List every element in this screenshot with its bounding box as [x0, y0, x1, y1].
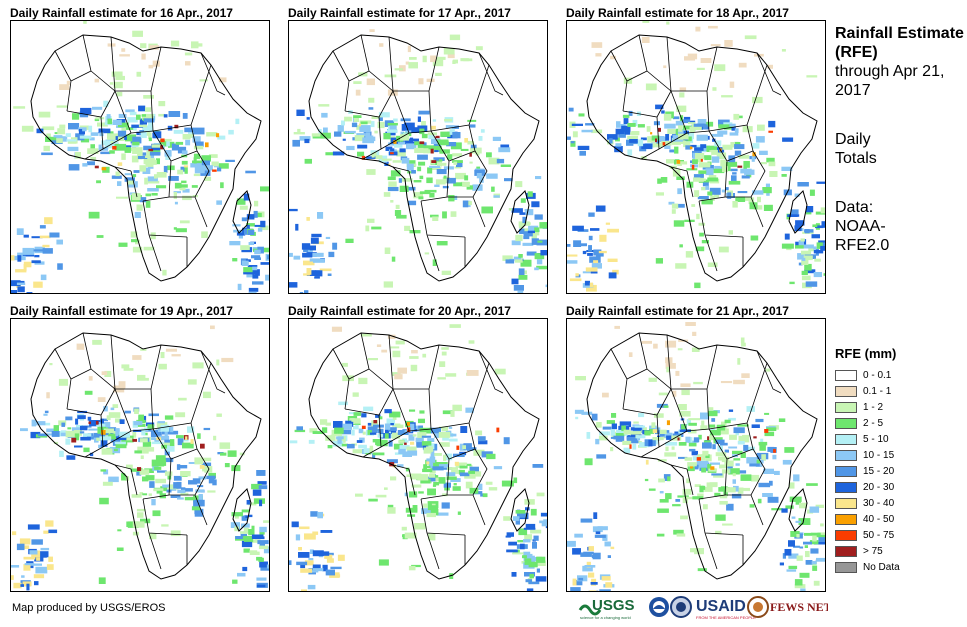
- panel-title: Daily Rainfall estimate for 16 Apr., 201…: [10, 6, 233, 20]
- legend-label: > 75: [863, 546, 883, 557]
- legend-swatch: [835, 466, 857, 477]
- legend-item: 40 - 50: [835, 511, 900, 527]
- legend-swatch: [835, 418, 857, 429]
- dhs-seal-logo: [671, 597, 691, 617]
- legend-item: 10 - 15: [835, 447, 900, 463]
- usaid-tagline: FROM THE AMERICAN PEOPLE: [696, 615, 756, 620]
- legend-item: 0 - 0.1: [835, 367, 900, 383]
- legend-swatch: [835, 402, 857, 413]
- legend-swatch: [835, 450, 857, 461]
- rainfall-map: [10, 20, 270, 294]
- legend-swatch: [835, 514, 857, 525]
- legend-swatch: [835, 562, 857, 573]
- side-title: Rainfall Estimate (RFE): [835, 24, 965, 62]
- legend-swatch: [835, 434, 857, 445]
- rainfall-map: [566, 20, 826, 294]
- side-data-source: Data: NOAA-RFE2.0: [835, 198, 905, 255]
- footer-credit: Map produced by USGS/EROS: [12, 602, 165, 614]
- panel-title: Daily Rainfall estimate for 20 Apr., 201…: [288, 304, 511, 318]
- legend-swatch: [835, 498, 857, 509]
- legend-label: 0.1 - 1: [863, 386, 891, 397]
- legend-item: 1 - 2: [835, 399, 900, 415]
- panel-title: Daily Rainfall estimate for 21 Apr., 201…: [566, 304, 789, 318]
- side-info: Rainfall Estimate (RFE) through Apr 21, …: [835, 24, 965, 255]
- noaa-logo: [649, 597, 669, 617]
- legend-label: 40 - 50: [863, 514, 894, 525]
- legend-item: 50 - 75: [835, 527, 900, 543]
- usgs-logo: USGS science for a changing world: [580, 597, 635, 620]
- legend-label: 15 - 20: [863, 466, 894, 477]
- legend-label: 30 - 40: [863, 498, 894, 509]
- rainfall-map: [10, 318, 270, 592]
- side-totals: Daily Totals: [835, 130, 905, 168]
- legend-swatch: [835, 386, 857, 397]
- legend-label: 20 - 30: [863, 482, 894, 493]
- side-through: through Apr 21, 2017: [835, 62, 965, 100]
- legend-item: 0.1 - 1: [835, 383, 900, 399]
- legend-swatch: [835, 530, 857, 541]
- legend-item: No Data: [835, 559, 900, 575]
- legend-label: 1 - 2: [863, 402, 883, 413]
- rainfall-map: [288, 318, 548, 592]
- usaid-text: USAID: [696, 598, 746, 615]
- legend-label: 5 - 10: [863, 434, 889, 445]
- legend-label: 10 - 15: [863, 450, 894, 461]
- panel-title: Daily Rainfall estimate for 18 Apr., 201…: [566, 6, 789, 20]
- country-borders: [611, 35, 767, 271]
- legend-item: > 75: [835, 543, 900, 559]
- panel-title: Daily Rainfall estimate for 19 Apr., 201…: [10, 304, 233, 318]
- fews-net-text: FEWS NET: [770, 600, 828, 614]
- usgs-tagline: science for a changing world: [580, 615, 631, 620]
- legend-item: 15 - 20: [835, 463, 900, 479]
- rainfall-map: [566, 318, 826, 592]
- usgs-text: USGS: [592, 597, 635, 614]
- legend-title: RFE (mm): [835, 346, 900, 361]
- legend-label: 50 - 75: [863, 530, 894, 541]
- legend-item: 5 - 10: [835, 431, 900, 447]
- legend-item: 30 - 40: [835, 495, 900, 511]
- legend-swatch: [835, 546, 857, 557]
- rainfall-map: [288, 20, 548, 294]
- legend-swatch: [835, 370, 857, 381]
- panel-title: Daily Rainfall estimate for 17 Apr., 201…: [288, 6, 511, 20]
- fews-net-logo: FEWS NET: [748, 597, 828, 617]
- partner-logos: USGS science for a changing world USAID …: [578, 594, 828, 622]
- legend-label: 2 - 5: [863, 418, 883, 429]
- legend-item: 20 - 30: [835, 479, 900, 495]
- africa-coastline: [31, 333, 261, 579]
- legend-swatch: [835, 482, 857, 493]
- legend-label: No Data: [863, 562, 900, 573]
- rfe-legend: RFE (mm) 0 - 0.1 0.1 - 1 1 - 2 2 - 5 5 - 10 1…: [835, 346, 900, 575]
- legend-item: 2 - 5: [835, 415, 900, 431]
- legend-label: 0 - 0.1: [863, 370, 891, 381]
- country-borders: [333, 35, 489, 271]
